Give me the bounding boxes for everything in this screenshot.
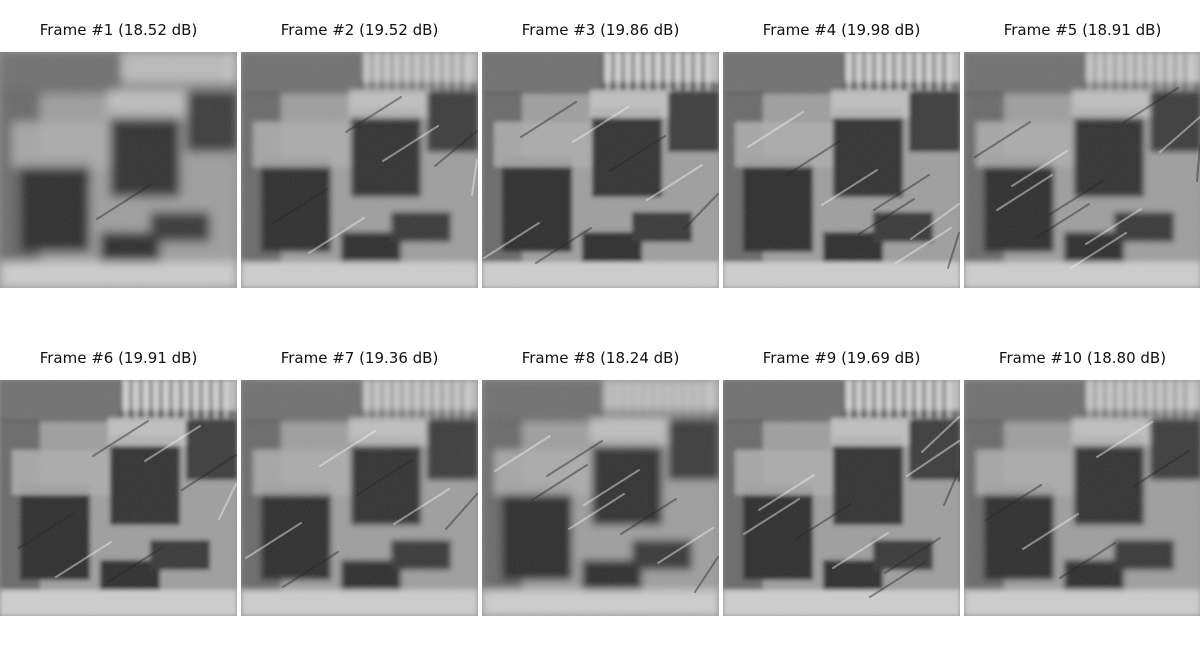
frame-panel-9: Frame #9 (19.69 dB) [723,347,960,634]
frame-title: Frame #3 (19.86 dB) [521,21,680,39]
frame-title: Frame #6 (19.91 dB) [39,349,198,367]
frame-scene [0,52,237,288]
frame-panel-6: Frame #6 (19.91 dB) [0,347,237,634]
frame-title: Frame #1 (18.52 dB) [39,21,198,39]
frame-image [482,52,719,288]
frame-image [964,52,1200,288]
frame-title: Frame #4 (19.98 dB) [762,21,921,39]
frame-panel-8: Frame #8 (18.24 dB) [482,347,719,634]
frame-title: Frame #5 (18.91 dB) [1003,21,1162,39]
frame-panel-7: Frame #7 (19.36 dB) [241,347,478,634]
frame-image [0,380,237,616]
frame-scene [964,52,1200,288]
frame-title: Frame #2 (19.52 dB) [280,21,439,39]
frame-scene [482,52,719,288]
frame-scene [241,52,478,288]
frame-scene [241,380,478,616]
frame-panel-2: Frame #2 (19.52 dB) [241,19,478,306]
frame-scene [723,380,960,616]
frame-title: Frame #9 (19.69 dB) [762,349,921,367]
frame-panel-4: Frame #4 (19.98 dB) [723,19,960,306]
frame-image [482,380,719,616]
frame-image [241,380,478,616]
frame-scene [0,380,237,616]
frame-title: Frame #10 (18.80 dB) [998,349,1167,367]
frame-scene [482,380,719,616]
frame-panel-5: Frame #5 (18.91 dB) [964,19,1200,306]
frame-scene [964,380,1200,616]
frame-title: Frame #7 (19.36 dB) [280,349,439,367]
frame-image [723,380,960,616]
frame-panel-1: Frame #1 (18.52 dB) [0,19,237,306]
frame-title: Frame #8 (18.24 dB) [521,349,680,367]
frame-image [723,52,960,288]
frame-scene [723,52,960,288]
frame-image [964,380,1200,616]
frame-panel-10: Frame #10 (18.80 dB) [964,347,1200,634]
frame-panel-3: Frame #3 (19.86 dB) [482,19,719,306]
frame-image [0,52,237,288]
frame-image [241,52,478,288]
